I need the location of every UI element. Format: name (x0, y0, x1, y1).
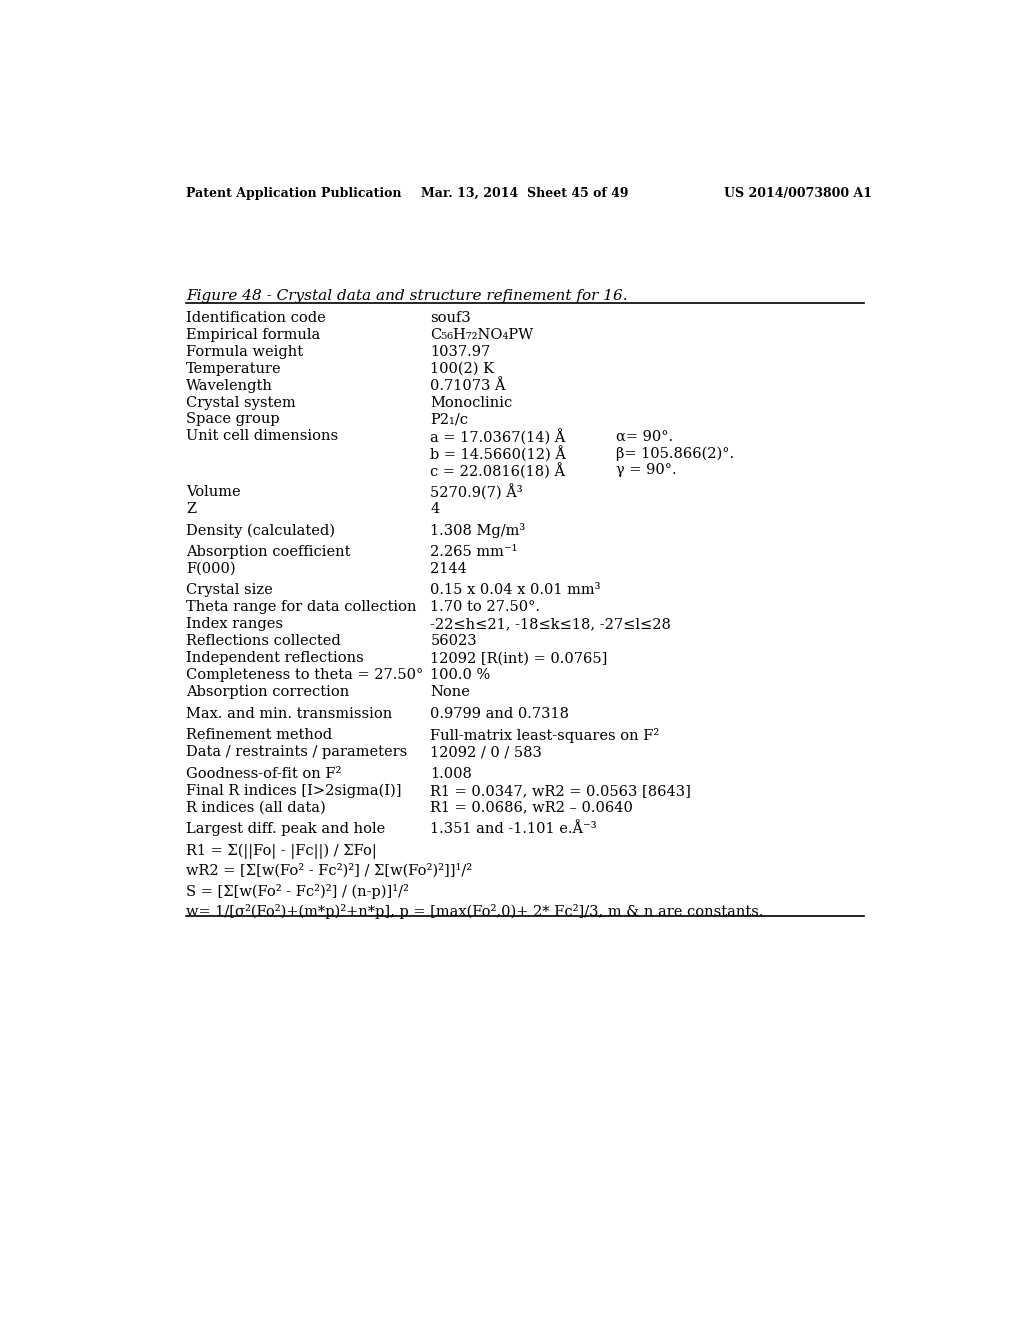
Text: 1.70 to 27.50°.: 1.70 to 27.50°. (430, 601, 541, 614)
Text: Data / restraints / parameters: Data / restraints / parameters (186, 744, 408, 759)
Text: c = 22.0816(18) Å: c = 22.0816(18) Å (430, 463, 565, 479)
Text: Formula weight: Formula weight (186, 345, 303, 359)
Text: Refinement method: Refinement method (186, 729, 332, 742)
Text: Largest diff. peak and hole: Largest diff. peak and hole (186, 822, 385, 836)
Text: 0.9799 and 0.7318: 0.9799 and 0.7318 (430, 706, 569, 721)
Text: Unit cell dimensions: Unit cell dimensions (186, 429, 338, 444)
Text: Final R indices [I>2sigma(I)]: Final R indices [I>2sigma(I)] (186, 784, 401, 799)
Text: souf3: souf3 (430, 312, 471, 325)
Text: Max. and min. transmission: Max. and min. transmission (186, 706, 392, 721)
Text: -22≤h≤21, -18≤k≤18, -27≤l≤28: -22≤h≤21, -18≤k≤18, -27≤l≤28 (430, 618, 671, 631)
Text: 1.351 and -1.101 e.Å⁻³: 1.351 and -1.101 e.Å⁻³ (430, 822, 597, 836)
Text: a = 17.0367(14) Å: a = 17.0367(14) Å (430, 429, 565, 446)
Text: R1 = Σ(||Fo| - |Fc||) / ΣFo|: R1 = Σ(||Fo| - |Fc||) / ΣFo| (186, 843, 377, 859)
Text: R1 = 0.0686, wR2 – 0.0640: R1 = 0.0686, wR2 – 0.0640 (430, 800, 633, 814)
Text: 1.008: 1.008 (430, 767, 472, 780)
Text: Temperature: Temperature (186, 362, 282, 376)
Text: Figure 48 - Crystal data and structure refinement for 16.: Figure 48 - Crystal data and structure r… (186, 289, 628, 304)
Text: Crystal size: Crystal size (186, 583, 272, 598)
Text: 100.0 %: 100.0 % (430, 668, 490, 682)
Text: 2144: 2144 (430, 562, 467, 576)
Text: Density (calculated): Density (calculated) (186, 524, 335, 537)
Text: Empirical formula: Empirical formula (186, 327, 321, 342)
Text: α= 90°.: α= 90°. (616, 429, 674, 444)
Text: Identification code: Identification code (186, 312, 326, 325)
Text: Volume: Volume (186, 484, 241, 499)
Text: 1037.97: 1037.97 (430, 345, 490, 359)
Text: Patent Application Publication: Patent Application Publication (186, 187, 401, 199)
Text: US 2014/0073800 A1: US 2014/0073800 A1 (724, 187, 872, 199)
Text: F(000): F(000) (186, 562, 236, 576)
Text: R1 = 0.0347, wR2 = 0.0563 [8643]: R1 = 0.0347, wR2 = 0.0563 [8643] (430, 784, 691, 797)
Text: Z: Z (186, 502, 197, 516)
Text: wR2 = [Σ[w(Fo² - Fc²)²] / Σ[w(Fo²)²]]¹/²: wR2 = [Σ[w(Fo² - Fc²)²] / Σ[w(Fo²)²]]¹/² (186, 863, 472, 878)
Text: Absorption coefficient: Absorption coefficient (186, 545, 350, 558)
Text: β= 105.866(2)°.: β= 105.866(2)°. (616, 446, 734, 461)
Text: 5270.9(7) Å³: 5270.9(7) Å³ (430, 484, 523, 502)
Text: 2.265 mm⁻¹: 2.265 mm⁻¹ (430, 545, 518, 558)
Text: 56023: 56023 (430, 635, 477, 648)
Text: None: None (430, 685, 470, 700)
Text: Independent reflections: Independent reflections (186, 651, 364, 665)
Text: 12092 / 0 / 583: 12092 / 0 / 583 (430, 744, 542, 759)
Text: Theta range for data collection: Theta range for data collection (186, 601, 417, 614)
Text: R indices (all data): R indices (all data) (186, 800, 326, 814)
Text: Wavelength: Wavelength (186, 379, 273, 392)
Text: 12092 [R(int) = 0.0765]: 12092 [R(int) = 0.0765] (430, 651, 607, 665)
Text: 0.71073 Å: 0.71073 Å (430, 379, 506, 392)
Text: P2₁/c: P2₁/c (430, 412, 468, 426)
Text: Monoclinic: Monoclinic (430, 396, 512, 409)
Text: Index ranges: Index ranges (186, 618, 283, 631)
Text: Completeness to theta = 27.50°: Completeness to theta = 27.50° (186, 668, 423, 682)
Text: b = 14.5660(12) Å: b = 14.5660(12) Å (430, 446, 566, 462)
Text: 100(2) K: 100(2) K (430, 362, 495, 376)
Text: 1.308 Mg/m³: 1.308 Mg/m³ (430, 524, 525, 539)
Text: 4: 4 (430, 502, 439, 516)
Text: γ = 90°.: γ = 90°. (616, 463, 677, 478)
Text: w= 1/[σ²(Fo²)+(m*p)²+n*p], p = [max(Fo²,0)+ 2* Fc²]/3, m & n are constants.: w= 1/[σ²(Fo²)+(m*p)²+n*p], p = [max(Fo²,… (186, 904, 764, 919)
Text: C₅₆H₇₂NO₄PW: C₅₆H₇₂NO₄PW (430, 327, 534, 342)
Text: Goodness-of-fit on F²: Goodness-of-fit on F² (186, 767, 341, 780)
Text: Reflections collected: Reflections collected (186, 635, 341, 648)
Text: Absorption correction: Absorption correction (186, 685, 349, 700)
Text: Space group: Space group (186, 412, 280, 426)
Text: Crystal system: Crystal system (186, 396, 296, 409)
Text: Full-matrix least-squares on F²: Full-matrix least-squares on F² (430, 729, 659, 743)
Text: Mar. 13, 2014  Sheet 45 of 49: Mar. 13, 2014 Sheet 45 of 49 (421, 187, 629, 199)
Text: S = [Σ[w(Fo² - Fc²)²] / (n-p)]¹/²: S = [Σ[w(Fo² - Fc²)²] / (n-p)]¹/² (186, 884, 409, 899)
Text: 0.15 x 0.04 x 0.01 mm³: 0.15 x 0.04 x 0.01 mm³ (430, 583, 601, 598)
